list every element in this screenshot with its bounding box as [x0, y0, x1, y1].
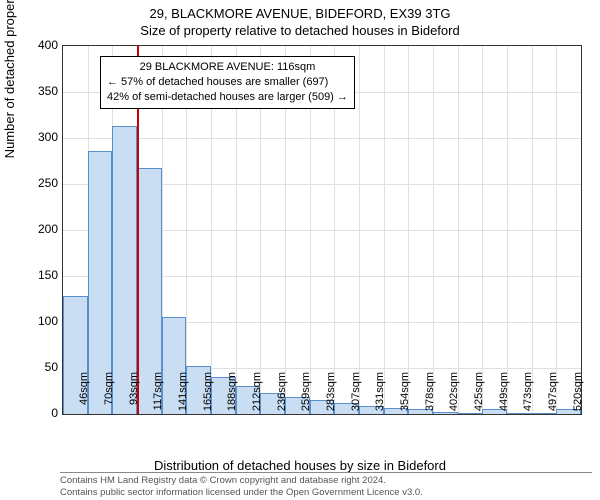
- xtick-label: 93sqm: [128, 372, 140, 416]
- footer-attribution: Contains HM Land Registry data © Crown c…: [60, 472, 592, 498]
- xtick-label: 70sqm: [103, 372, 115, 416]
- annotation-line: ← 57% of detached houses are smaller (69…: [107, 75, 348, 90]
- xtick-label: 283sqm: [325, 372, 337, 416]
- xtick-label: 307sqm: [350, 372, 362, 416]
- ytick-label: 150: [18, 268, 58, 282]
- ytick-label: 0: [18, 406, 58, 420]
- xtick-label: 188sqm: [226, 372, 238, 416]
- xtick-label: 473sqm: [522, 372, 534, 416]
- xtick-label: 354sqm: [399, 372, 411, 416]
- chart-title-sub: Size of property relative to detached ho…: [0, 21, 600, 38]
- xtick-label: 236sqm: [276, 372, 288, 416]
- xtick-label: 378sqm: [424, 372, 436, 416]
- xtick-label: 497sqm: [547, 372, 559, 416]
- ytick-label: 50: [18, 360, 58, 374]
- ytick-label: 200: [18, 222, 58, 236]
- xtick-label: 46sqm: [78, 372, 90, 416]
- annotation-line: 42% of semi-detached houses are larger (…: [107, 90, 348, 105]
- y-axis-label: Number of detached properties: [2, 0, 17, 158]
- xtick-label: 331sqm: [374, 372, 386, 416]
- xtick-label: 212sqm: [251, 372, 263, 416]
- xtick-label: 141sqm: [177, 372, 189, 416]
- ytick-label: 350: [18, 84, 58, 98]
- ytick-label: 100: [18, 314, 58, 328]
- annotation-line: 29 BLACKMORE AVENUE: 116sqm: [107, 60, 348, 75]
- xtick-label: 449sqm: [498, 372, 510, 416]
- ytick-label: 250: [18, 176, 58, 190]
- annotation-box: 29 BLACKMORE AVENUE: 116sqm← 57% of deta…: [100, 56, 355, 109]
- footer-line-1: Contains HM Land Registry data © Crown c…: [60, 475, 592, 486]
- ytick-label: 400: [18, 38, 58, 52]
- xtick-label: 520sqm: [572, 372, 584, 416]
- xtick-label: 117sqm: [152, 372, 164, 416]
- footer-line-2: Contains public sector information licen…: [60, 487, 592, 498]
- histogram-bar: [112, 126, 137, 414]
- xtick-label: 259sqm: [300, 372, 312, 416]
- xtick-label: 402sqm: [448, 372, 460, 416]
- ytick-label: 300: [18, 130, 58, 144]
- xtick-label: 165sqm: [202, 372, 214, 416]
- chart-title-main: 29, BLACKMORE AVENUE, BIDEFORD, EX39 3TG: [0, 0, 600, 21]
- x-axis-label: Distribution of detached houses by size …: [0, 458, 600, 473]
- xtick-label: 425sqm: [473, 372, 485, 416]
